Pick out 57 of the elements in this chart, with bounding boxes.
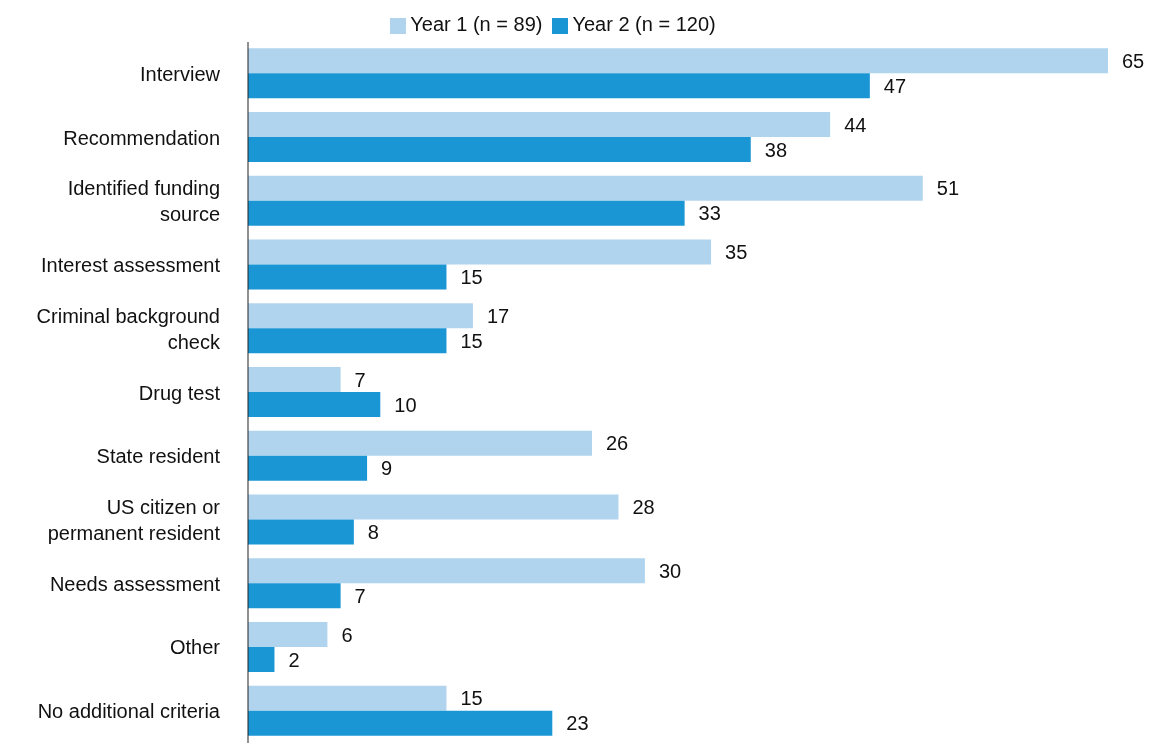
data-label: 33	[698, 202, 721, 225]
y-tick-label: No additional criteria	[37, 700, 221, 723]
data-label: 47	[883, 74, 907, 97]
bar	[248, 583, 341, 609]
bar	[248, 48, 1108, 74]
data-label: 51	[936, 177, 960, 200]
bar	[248, 367, 341, 393]
data-label: 15	[460, 329, 483, 352]
bar	[248, 710, 553, 736]
bar	[248, 519, 354, 545]
y-tick-label: State resident	[96, 445, 221, 468]
bar	[248, 455, 368, 481]
data-label: 8	[367, 521, 379, 544]
bar	[248, 200, 685, 226]
y-tick-label: Drug test	[138, 381, 221, 404]
data-label: 2	[288, 648, 300, 671]
data-label: 9	[381, 457, 393, 480]
bar	[248, 646, 275, 672]
y-tick-label: Recommendation	[63, 126, 220, 149]
bar	[248, 175, 923, 201]
data-label: 10	[394, 393, 417, 416]
data-label: 17	[486, 304, 510, 327]
data-label: 65	[1122, 49, 1145, 72]
bar	[248, 685, 447, 711]
bar	[248, 73, 870, 99]
y-tick-label: Needs assessment	[49, 572, 221, 595]
legend-label: Year 1 (n = 89)	[410, 13, 543, 35]
data-label: 7	[354, 584, 366, 607]
y-tick-label: US citizen or permanent resident	[47, 495, 221, 544]
bar	[248, 558, 645, 584]
y-tick-label: Other	[169, 636, 221, 659]
data-label: 28	[632, 496, 655, 519]
data-label: 30	[658, 559, 682, 582]
bar	[248, 328, 447, 354]
y-tick-label: Identified funding source	[67, 177, 220, 226]
data-label: 44	[844, 113, 867, 136]
data-label: 15	[460, 266, 483, 289]
bar	[248, 264, 447, 290]
data-label: 15	[460, 687, 483, 710]
bar	[248, 112, 831, 138]
legend-label: Year 2 (n = 120)	[572, 13, 716, 35]
bar	[248, 239, 712, 265]
data-label: 38	[764, 138, 788, 161]
data-label: 23	[566, 712, 589, 735]
data-label: 26	[606, 432, 629, 455]
bar	[248, 392, 381, 418]
bar	[248, 430, 592, 456]
bar	[248, 137, 751, 163]
bar	[248, 303, 473, 329]
data-label: 6	[341, 623, 353, 646]
bar	[248, 621, 328, 647]
data-label: 7	[354, 368, 366, 391]
y-tick-label: Interview	[139, 62, 221, 85]
bar	[248, 494, 619, 520]
y-tick-label: Criminal background check	[36, 304, 221, 353]
data-label: 35	[725, 241, 748, 264]
y-tick-label: Interest assessment	[41, 254, 221, 277]
